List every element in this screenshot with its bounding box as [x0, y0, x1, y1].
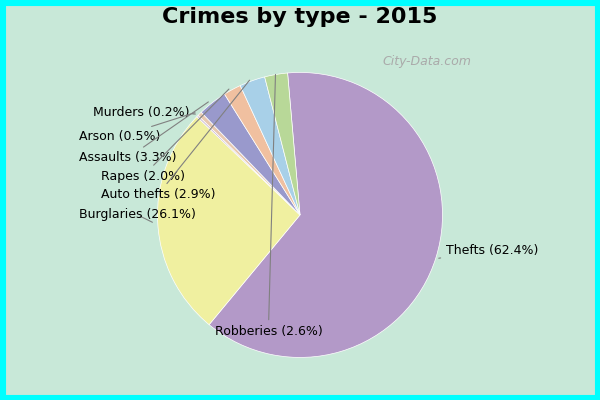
Wedge shape: [240, 77, 300, 215]
Text: Thefts (62.4%): Thefts (62.4%): [439, 244, 539, 258]
Text: Burglaries (26.1%): Burglaries (26.1%): [79, 208, 196, 222]
Text: City-Data.com: City-Data.com: [382, 55, 471, 68]
Text: Assaults (3.3%): Assaults (3.3%): [79, 102, 208, 164]
Wedge shape: [198, 112, 300, 215]
Text: Robberies (2.6%): Robberies (2.6%): [215, 74, 322, 338]
Text: Murders (0.2%): Murders (0.2%): [94, 106, 196, 119]
Wedge shape: [265, 73, 300, 215]
Text: Rapes (2.0%): Rapes (2.0%): [101, 89, 229, 183]
Text: Arson (0.5%): Arson (0.5%): [79, 113, 195, 143]
Wedge shape: [201, 94, 300, 215]
Text: Auto thefts (2.9%): Auto thefts (2.9%): [101, 80, 250, 202]
Wedge shape: [158, 117, 300, 325]
Wedge shape: [209, 72, 442, 358]
Title: Crimes by type - 2015: Crimes by type - 2015: [163, 7, 437, 27]
Wedge shape: [224, 86, 300, 215]
Wedge shape: [197, 115, 300, 215]
